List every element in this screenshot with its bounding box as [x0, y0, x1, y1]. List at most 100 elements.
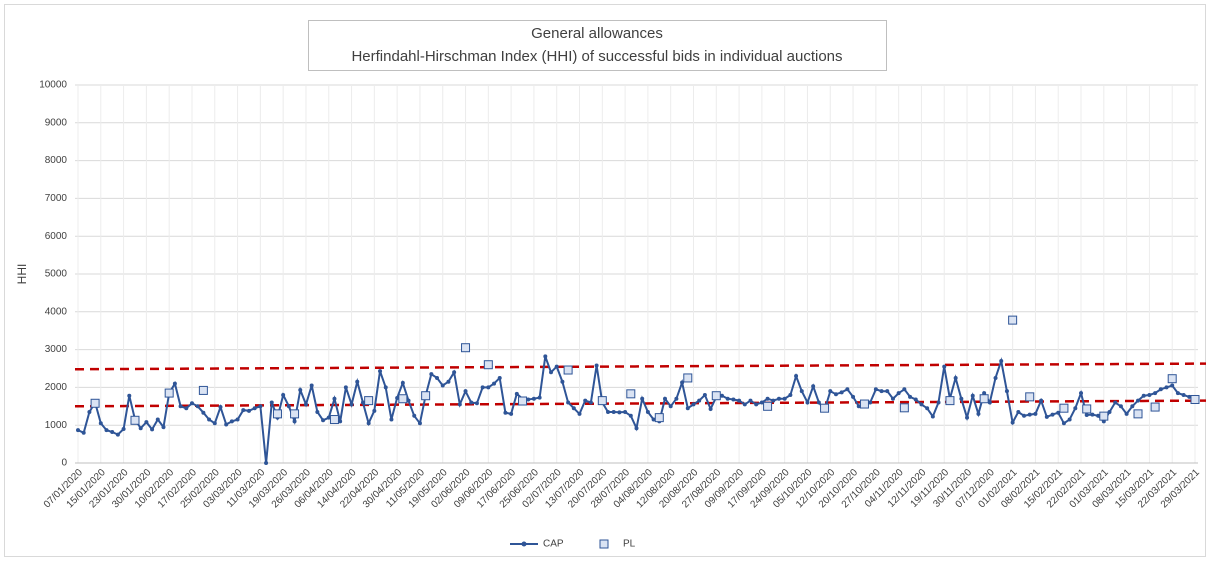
cap-marker	[309, 383, 314, 388]
cap-marker	[115, 432, 120, 437]
legend-marker	[521, 541, 527, 547]
pl-marker	[1099, 411, 1109, 421]
cap-marker	[1033, 411, 1038, 416]
cap-marker	[241, 408, 246, 413]
cap-marker	[799, 389, 804, 394]
cap-marker	[315, 409, 320, 414]
cap-marker	[537, 395, 542, 400]
cap-marker	[195, 404, 200, 409]
pl-marker	[654, 413, 664, 423]
pl-marker	[1133, 409, 1143, 419]
cap-marker	[606, 409, 611, 414]
cap-marker	[748, 398, 753, 403]
cap-marker	[896, 391, 901, 396]
cap-marker	[1090, 412, 1095, 417]
cap-marker	[811, 384, 816, 389]
cap-marker	[788, 392, 793, 397]
y-tick-label: 5000	[45, 269, 68, 280]
y-tick-label: 7000	[45, 193, 68, 204]
cap-marker	[1027, 412, 1032, 417]
cap-marker	[566, 400, 571, 405]
cap-marker	[469, 400, 474, 405]
cap-marker	[87, 409, 92, 414]
cap-marker	[691, 402, 696, 407]
cap-marker	[1056, 410, 1061, 415]
cap-marker	[976, 411, 981, 416]
pl-marker	[290, 409, 300, 419]
legend-marker	[599, 539, 609, 549]
cap-marker	[651, 417, 656, 422]
cap-marker	[360, 400, 365, 405]
cap-marker	[446, 379, 451, 384]
cap-marker	[349, 402, 354, 407]
cap-marker	[98, 421, 103, 426]
pl-marker	[683, 373, 693, 383]
cap-marker	[953, 375, 958, 380]
cap-marker	[201, 410, 206, 415]
pl-marker	[364, 396, 374, 406]
y-tick-label: 1000	[45, 420, 68, 431]
cap-marker	[212, 421, 217, 426]
cap-marker	[1107, 409, 1112, 414]
cap-marker	[417, 421, 422, 426]
cap-marker	[1022, 413, 1027, 418]
cap-marker	[172, 381, 177, 386]
cap-marker	[1175, 391, 1180, 396]
cap-marker	[389, 417, 394, 422]
cap-marker	[1050, 412, 1055, 417]
cap-marker	[970, 393, 975, 398]
cap-marker	[1096, 413, 1101, 418]
pl-marker	[945, 396, 955, 406]
cap-marker	[868, 400, 873, 405]
cap-marker	[725, 396, 730, 401]
cap-marker	[435, 375, 440, 380]
cap-marker	[930, 414, 935, 419]
pl-marker	[164, 388, 174, 398]
cap-marker	[640, 396, 645, 401]
cap-marker	[765, 396, 770, 401]
cap-marker	[509, 411, 514, 416]
pl-marker	[398, 394, 408, 404]
cap-marker	[155, 417, 160, 422]
cap-marker	[628, 413, 633, 418]
cap-marker	[685, 406, 690, 411]
cap-marker	[246, 408, 251, 413]
cap-marker	[326, 415, 331, 420]
cap-marker	[828, 389, 833, 394]
cap-marker	[303, 402, 308, 407]
cap-marker	[999, 358, 1004, 363]
cap-marker	[816, 400, 821, 405]
cap-marker	[1004, 389, 1009, 394]
pl-marker	[1082, 404, 1092, 414]
cap-marker	[697, 398, 702, 403]
cap-marker	[457, 402, 462, 407]
cap-marker	[372, 408, 377, 413]
cap-marker	[856, 404, 861, 409]
cap-marker	[805, 400, 810, 405]
legend-label: CAP	[543, 539, 564, 550]
pl-marker	[90, 398, 100, 408]
legend-label: PL	[623, 539, 636, 550]
cap-marker	[486, 385, 491, 390]
pl-marker	[1190, 394, 1200, 404]
cap-marker	[343, 385, 348, 390]
cap-marker	[224, 422, 229, 427]
cap-marker	[150, 427, 155, 432]
cap-marker	[873, 387, 878, 392]
cap-marker	[719, 393, 724, 398]
cap-marker	[400, 380, 405, 385]
cap-marker	[623, 409, 628, 414]
cap-marker	[851, 394, 856, 399]
cap-marker	[890, 396, 895, 401]
cap-marker	[292, 419, 297, 424]
pl-marker	[979, 394, 989, 404]
pl-marker	[1025, 392, 1035, 402]
pl-marker	[859, 399, 869, 409]
cap-marker	[395, 395, 400, 400]
cap-marker	[782, 396, 787, 401]
cap-marker	[497, 375, 502, 380]
cap-marker	[189, 401, 194, 406]
pl-marker	[1167, 374, 1177, 384]
cap-marker	[908, 394, 913, 399]
cap-marker	[138, 426, 143, 431]
